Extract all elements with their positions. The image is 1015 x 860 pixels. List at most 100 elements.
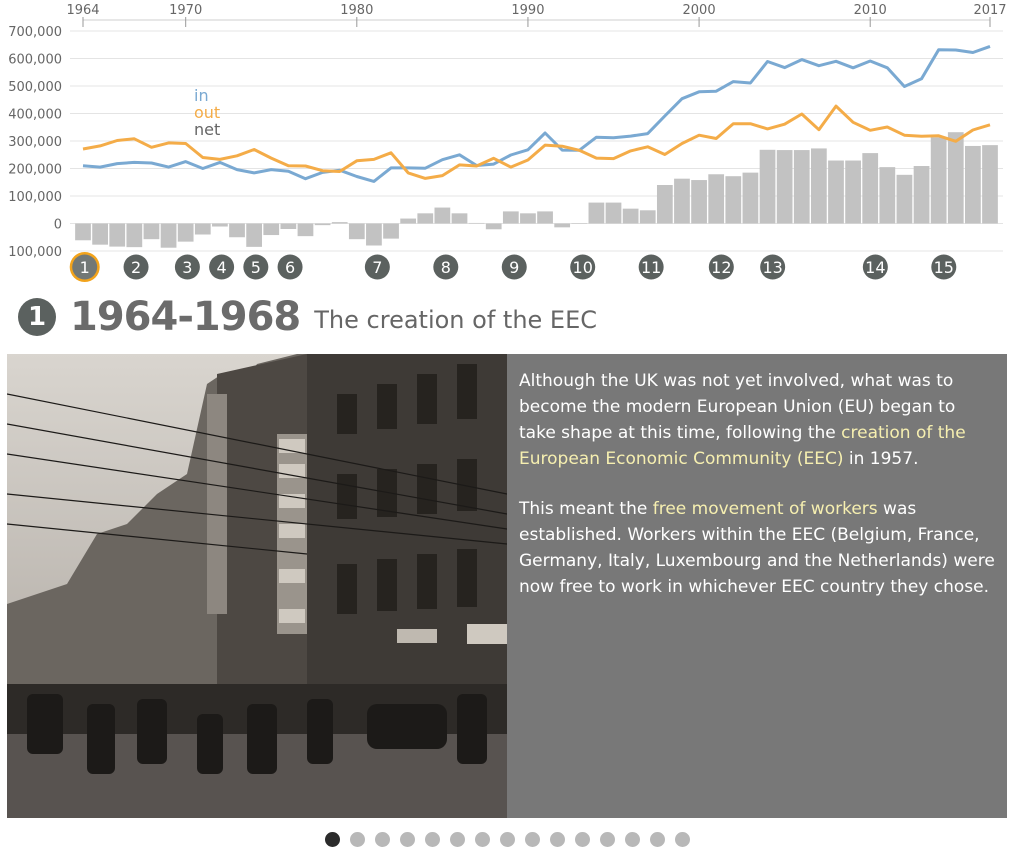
migration-chart: 1964 1970 1980 1990 2000 2010 2017 100,0000100… xyxy=(8,3,1007,282)
story-panel: Although the UK was not yet involved, wh… xyxy=(7,354,1007,818)
pager-dot[interactable] xyxy=(375,832,390,847)
story-text: Although the UK was not yet involved, wh… xyxy=(519,368,997,624)
pager-dot[interactable] xyxy=(675,832,690,847)
pager-dot[interactable] xyxy=(650,832,665,847)
period-marker-2[interactable]: 2 xyxy=(123,254,149,280)
net-bar xyxy=(656,185,673,224)
period-marker-5[interactable]: 5 xyxy=(243,254,269,280)
net-bar xyxy=(297,223,314,237)
eec-creation-link[interactable]: creation of the European Economic Commun… xyxy=(519,423,966,469)
net-bar xyxy=(177,223,194,242)
period-marker-label: 4 xyxy=(217,258,227,277)
net-bar xyxy=(742,172,759,224)
net-bar xyxy=(212,223,228,227)
net-bar xyxy=(383,223,399,239)
net-bar xyxy=(896,174,913,224)
net-bar xyxy=(417,213,434,224)
period-marker-14[interactable]: 14 xyxy=(862,254,888,280)
x-tick-label: 1980 xyxy=(340,3,373,18)
period-marker-6[interactable]: 6 xyxy=(277,254,303,280)
net-bar xyxy=(982,145,998,224)
y-tick-label: 100,000 xyxy=(8,190,62,205)
story-text-span: was established. Workers within the EEC … xyxy=(519,499,995,597)
period-marker-4[interactable]: 4 xyxy=(209,254,235,280)
free-movement-link[interactable]: free movement of workers xyxy=(652,499,878,519)
y-tick-label: 100,000 xyxy=(8,245,62,260)
period-marker-label: 1 xyxy=(80,258,90,277)
net-bar xyxy=(468,222,485,224)
period-marker-dot xyxy=(708,254,734,280)
story-title: The creation of the EEC xyxy=(314,306,598,334)
historic-street-photo xyxy=(7,354,507,818)
period-marker-label: 6 xyxy=(285,258,295,277)
x-tick-label: 2017 xyxy=(973,3,1006,18)
period-marker-8[interactable]: 8 xyxy=(433,254,459,280)
net-bar xyxy=(776,150,793,224)
net-bar xyxy=(708,174,725,224)
period-marker-dot xyxy=(501,254,527,280)
net-bar xyxy=(143,223,160,240)
net-bar xyxy=(331,222,348,224)
x-tick-label: 2010 xyxy=(854,3,887,18)
pager-dot[interactable] xyxy=(400,832,415,847)
y-tick-label: 600,000 xyxy=(8,53,62,68)
pager-dot[interactable] xyxy=(350,832,365,847)
pager-dot[interactable] xyxy=(450,832,465,847)
net-bar xyxy=(845,160,861,224)
period-marker-1[interactable]: 1 xyxy=(69,252,100,282)
period-marker-label: 15 xyxy=(934,258,954,277)
net-bar xyxy=(571,223,588,224)
net-bar xyxy=(246,223,263,247)
pager-dot[interactable] xyxy=(600,832,615,847)
period-marker-7[interactable]: 7 xyxy=(364,254,390,280)
pager-dot[interactable] xyxy=(500,832,515,847)
net-bar xyxy=(92,223,108,245)
story-paragraph-1: Although the UK was not yet involved, wh… xyxy=(519,368,997,472)
pager-dot[interactable] xyxy=(325,832,340,847)
y-tick-label: 700,000 xyxy=(8,25,62,40)
net-bar xyxy=(366,223,382,246)
period-marker-15[interactable]: 15 xyxy=(931,254,957,280)
net-bar xyxy=(674,178,690,224)
y-tick-label: 400,000 xyxy=(8,108,62,123)
pager-dot[interactable] xyxy=(625,832,640,847)
period-marker-12[interactable]: 12 xyxy=(708,254,734,280)
period-marker-9[interactable]: 9 xyxy=(501,254,527,280)
period-marker-dot xyxy=(433,254,459,280)
net-bar xyxy=(314,223,331,226)
pager-dot[interactable] xyxy=(525,832,540,847)
period-marker-13[interactable]: 13 xyxy=(760,254,786,280)
net-bar xyxy=(554,223,571,228)
period-marker-label: 14 xyxy=(865,258,885,277)
net-bar xyxy=(639,210,656,224)
net-bar xyxy=(160,223,177,248)
pager-dot[interactable] xyxy=(425,832,440,847)
y-tick-label: 500,000 xyxy=(8,80,62,95)
period-marker-label: 11 xyxy=(641,258,661,277)
net-bar xyxy=(947,132,964,224)
pager-dot[interactable] xyxy=(550,832,565,847)
period-marker-10[interactable]: 10 xyxy=(570,254,596,280)
period-marker-label: 9 xyxy=(509,258,519,277)
net-bar xyxy=(691,180,707,224)
period-marker-label: 13 xyxy=(762,258,782,277)
period-marker-label: 5 xyxy=(251,258,261,277)
net-bar xyxy=(725,176,742,224)
net-bar xyxy=(759,149,776,224)
legend-in: in xyxy=(194,86,209,105)
period-marker-dot xyxy=(72,254,98,280)
period-marker-label: 10 xyxy=(573,258,593,277)
pager-dot[interactable] xyxy=(475,832,490,847)
story-number-badge: 1 xyxy=(18,298,56,336)
period-marker-label: 2 xyxy=(131,258,141,277)
net-bar xyxy=(109,223,126,247)
legend-net: net xyxy=(194,120,220,139)
period-marker-dot xyxy=(174,254,200,280)
pager-dot[interactable] xyxy=(575,832,590,847)
period-marker-3[interactable]: 3 xyxy=(174,254,200,280)
story-text-span: Although the UK was not yet involved, wh… xyxy=(519,371,956,443)
period-marker-label: 8 xyxy=(441,258,451,277)
period-marker-11[interactable]: 11 xyxy=(638,254,664,280)
x-tick-label: 1990 xyxy=(511,3,544,18)
story-text-span: This meant the xyxy=(519,499,653,519)
